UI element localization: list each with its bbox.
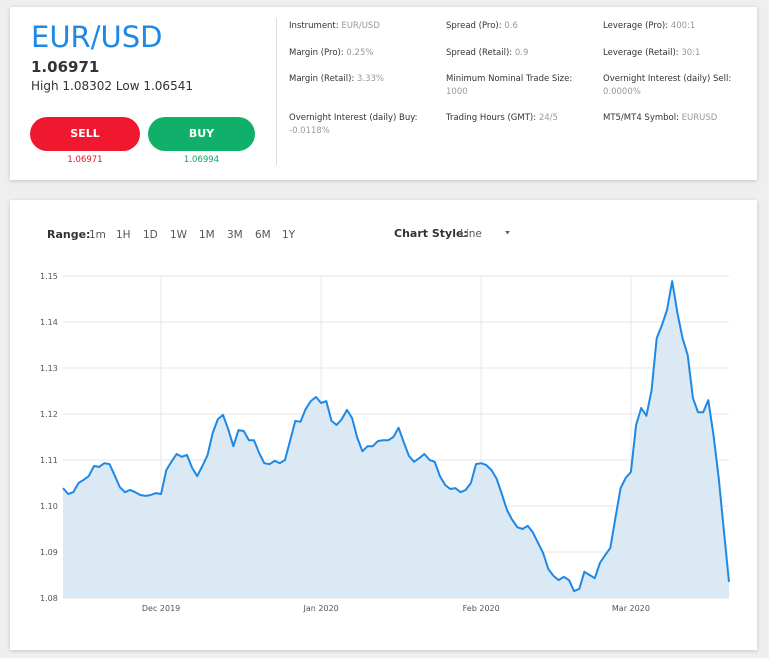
info-label: Spread (Pro): <box>446 21 502 31</box>
high: 1.08302 <box>62 79 113 93</box>
sell-price: 1.06971 <box>67 155 103 165</box>
info-value: 0.25% <box>346 48 374 58</box>
range-option[interactable]: 1m <box>89 229 106 241</box>
info-item: Margin (Retail): 3.33% <box>289 73 429 86</box>
info-label: Overnight Interest (daily) Sell: <box>603 74 732 84</box>
x-tick-label: Feb 2020 <box>463 604 500 613</box>
y-tick-label: 1.12 <box>40 410 58 419</box>
buy-price: 1.06994 <box>183 155 220 165</box>
info-label: Minimum Nominal Trade Size: <box>446 74 573 84</box>
high-low: High 1.08302 Low 1.06541 <box>31 79 193 93</box>
info-value: 400:1 <box>670 21 696 31</box>
y-tick-label: 1.08 <box>40 594 58 603</box>
y-tick-label: 1.11 <box>40 456 58 465</box>
low-label: Low <box>115 79 140 93</box>
info-item: Leverage (Retail): 30:1 <box>603 47 743 60</box>
info-value: 24/5 <box>538 113 558 123</box>
info-label: MT5/MT4 Symbol: <box>603 113 679 123</box>
info-item: MT5/MT4 Symbol: EURUSD <box>603 112 743 125</box>
y-tick-label: 1.14 <box>40 318 58 327</box>
high-label: High <box>31 79 59 93</box>
style-label: Chart Style: <box>394 227 468 240</box>
range-option[interactable]: 1H <box>116 229 131 241</box>
info-item: Minimum Nominal Trade Size: 1000 <box>446 73 586 99</box>
y-tick-label: 1.10 <box>40 502 58 511</box>
range-option[interactable]: 6M <box>255 229 271 241</box>
info-item: Spread (Pro): 0.6 <box>446 20 586 33</box>
info-item: Trading Hours (GMT): 24/5 <box>446 112 586 125</box>
info-item: Leverage (Pro): 400:1 <box>603 20 743 33</box>
price: 1.06971 <box>31 58 100 76</box>
x-tick-label: Mar 2020 <box>612 604 650 613</box>
info-value: EURUSD <box>681 113 718 123</box>
info-value: 3.33% <box>356 74 384 84</box>
info-label: Trading Hours (GMT): <box>446 113 537 123</box>
info-label: Margin (Retail): <box>289 74 355 84</box>
info-label: Spread (Retail): <box>446 48 513 58</box>
info-value: EUR/USD <box>341 21 380 31</box>
dropdown-arrow[interactable] <box>505 231 510 235</box>
info-value: 0.9 <box>514 48 529 58</box>
range-option[interactable]: 3M <box>227 229 243 241</box>
info-item: Overnight Interest (daily) Buy: -0.0118% <box>289 112 429 138</box>
info-item: Margin (Pro): 0.25% <box>289 47 429 60</box>
info-item: Overnight Interest (daily) Sell: 0.0000% <box>603 73 743 99</box>
divider <box>276 18 277 165</box>
range-option[interactable]: 1M <box>199 229 215 241</box>
instrument-card: EUR/USD 1.06971 High 1.08302 Low 1.06541… <box>10 7 757 180</box>
sell-button[interactable]: SELL <box>30 117 140 151</box>
info-value: -0.0118% <box>289 126 330 136</box>
x-tick-label: Jan 2020 <box>303 604 339 613</box>
info-value: 1000 <box>446 87 468 97</box>
info-value: 30:1 <box>681 48 701 58</box>
info-label: Instrument: <box>289 21 339 31</box>
range-option[interactable]: 1D <box>143 229 158 241</box>
low: 1.06541 <box>143 79 193 93</box>
info-label: Leverage (Retail): <box>603 48 679 58</box>
range-option[interactable]: 1W <box>170 229 188 241</box>
info-label: Overnight Interest (daily) Buy: <box>289 113 418 123</box>
price-line <box>62 280 730 593</box>
info-value: 0.6 <box>504 21 518 31</box>
symbol: EUR/USD <box>31 20 163 54</box>
info-item: Spread (Retail): 0.9 <box>446 47 586 60</box>
range-label: Range: <box>47 228 90 241</box>
info-item: Instrument: EUR/USD <box>289 20 429 33</box>
y-tick-label: 1.09 <box>40 548 58 557</box>
x-tick-label: Dec 2019 <box>142 604 180 613</box>
style-select[interactable]: Line <box>460 228 482 240</box>
y-tick-label: 1.15 <box>40 272 58 281</box>
info-label: Leverage (Pro): <box>603 21 669 31</box>
y-tick-label: 1.13 <box>40 364 58 373</box>
range-option[interactable]: 1Y <box>282 229 296 241</box>
info-value: 0.0000% <box>603 87 641 97</box>
buy-button[interactable]: BUY <box>148 117 255 151</box>
info-label: Margin (Pro): <box>289 48 344 58</box>
area-fill <box>63 281 729 598</box>
